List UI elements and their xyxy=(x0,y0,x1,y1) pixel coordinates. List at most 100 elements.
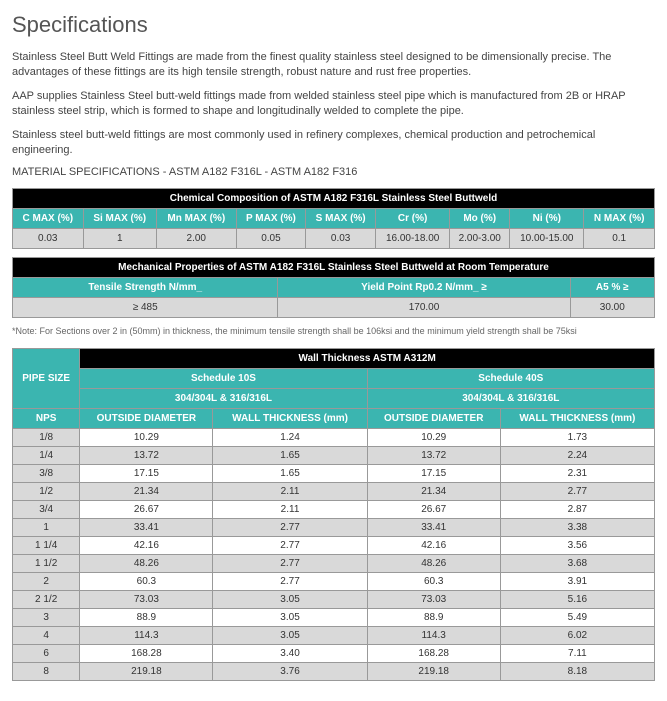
wall-cell: 2.87 xyxy=(500,501,654,519)
wall-cell: 88.9 xyxy=(80,609,213,627)
wall-cell: 3.76 xyxy=(213,663,367,681)
wall-cell: 7.11 xyxy=(500,645,654,663)
wall-cell: 2.11 xyxy=(213,501,367,519)
chem-col-header: N MAX (%) xyxy=(584,209,655,229)
wall-cell: 2.77 xyxy=(213,555,367,573)
chem-col-header: S MAX (%) xyxy=(306,209,376,229)
chem-cell: 0.1 xyxy=(584,229,655,249)
wall-cell: 114.3 xyxy=(367,627,500,645)
table-row: 2 1/273.033.0573.035.16 xyxy=(13,591,655,609)
wall-cell: 48.26 xyxy=(80,555,213,573)
wall-cell: 2.77 xyxy=(500,483,654,501)
chem-col-header: C MAX (%) xyxy=(13,209,84,229)
wall-cell: 3.68 xyxy=(500,555,654,573)
table-row: 260.32.7760.33.91 xyxy=(13,573,655,591)
chem-col-header: Ni (%) xyxy=(510,209,584,229)
wall-cell: 13.72 xyxy=(80,447,213,465)
wall-cell: 21.34 xyxy=(367,483,500,501)
nps-cell: 2 1/2 xyxy=(13,591,80,609)
wt-40s-header: WALL THICKNESS (mm) xyxy=(500,409,654,429)
wall-cell: 219.18 xyxy=(367,663,500,681)
wall-cell: 26.67 xyxy=(367,501,500,519)
chem-cell: 2.00-3.00 xyxy=(450,229,510,249)
nps-cell: 2 xyxy=(13,573,80,591)
chem-cell: 0.03 xyxy=(306,229,376,249)
mech-cell: ≥ 485 xyxy=(13,298,278,318)
table-row: 1 1/248.262.7748.263.68 xyxy=(13,555,655,573)
table-row: 388.93.0588.95.49 xyxy=(13,609,655,627)
wall-cell: 1.73 xyxy=(500,429,654,447)
mech-col-header: Tensile Strength N/mm_ xyxy=(13,278,278,298)
wall-cell: 33.41 xyxy=(80,519,213,537)
intro-para-3: Stainless steel butt-weld fittings are m… xyxy=(12,128,655,159)
sched-40s: Schedule 40S xyxy=(367,369,654,389)
wall-cell: 1.65 xyxy=(213,447,367,465)
wall-cell: 2.77 xyxy=(213,573,367,591)
sched-10s: Schedule 10S xyxy=(80,369,367,389)
wall-cell: 13.72 xyxy=(367,447,500,465)
wall-cell: 3.05 xyxy=(213,609,367,627)
wall-cell: 114.3 xyxy=(80,627,213,645)
wall-cell: 6.02 xyxy=(500,627,654,645)
table-row: 1 1/442.162.7742.163.56 xyxy=(13,537,655,555)
mech-cell: 170.00 xyxy=(278,298,570,318)
table-row: 1/810.291.2410.291.73 xyxy=(13,429,655,447)
chemical-composition-table: Chemical Composition of ASTM A182 F316L … xyxy=(12,188,655,249)
wall-cell: 73.03 xyxy=(367,591,500,609)
wt-10s-header: WALL THICKNESS (mm) xyxy=(213,409,367,429)
table-row: 6168.283.40168.287.11 xyxy=(13,645,655,663)
table-row: 3/817.151.6517.152.31 xyxy=(13,465,655,483)
chem-col-header: Si MAX (%) xyxy=(83,209,156,229)
intro-para-1: Stainless Steel Butt Weld Fittings are m… xyxy=(12,50,655,81)
intro-para-2: AAP supplies Stainless Steel butt-weld f… xyxy=(12,89,655,120)
chem-cell: 2.00 xyxy=(156,229,236,249)
mech-col-header: Yield Point Rp0.2 N/mm_ ≥ xyxy=(278,278,570,298)
wall-cell: 10.29 xyxy=(367,429,500,447)
wall-cell: 42.16 xyxy=(80,537,213,555)
nps-cell: 8 xyxy=(13,663,80,681)
nps-cell: 3 xyxy=(13,609,80,627)
mechanical-properties-table: Mechanical Properties of ASTM A182 F316L… xyxy=(12,257,655,318)
mat-10s: 304/304L & 316/316L xyxy=(80,389,367,409)
chem-col-header: Mn MAX (%) xyxy=(156,209,236,229)
wall-cell: 60.3 xyxy=(367,573,500,591)
nps-cell: 1/4 xyxy=(13,447,80,465)
nps-cell: 4 xyxy=(13,627,80,645)
wall-cell: 17.15 xyxy=(80,465,213,483)
wall-cell: 2.77 xyxy=(213,519,367,537)
nps-cell: 1 1/4 xyxy=(13,537,80,555)
chem-cell: 10.00-15.00 xyxy=(510,229,584,249)
wall-cell: 1.65 xyxy=(213,465,367,483)
wall-cell: 5.16 xyxy=(500,591,654,609)
wall-cell: 2.11 xyxy=(213,483,367,501)
chem-cell: 16.00-18.00 xyxy=(376,229,450,249)
wall-cell: 33.41 xyxy=(367,519,500,537)
mech-cell: 30.00 xyxy=(570,298,654,318)
page-title: Specifications xyxy=(12,12,655,38)
od-10s-header: OUTSIDE DIAMETER xyxy=(80,409,213,429)
nps-cell: 1/2 xyxy=(13,483,80,501)
table-row: 1/221.342.1121.342.77 xyxy=(13,483,655,501)
wall-cell: 42.16 xyxy=(367,537,500,555)
chem-cell: 0.03 xyxy=(13,229,84,249)
wall-cell: 2.24 xyxy=(500,447,654,465)
wall-cell: 3.40 xyxy=(213,645,367,663)
chem-cell: 1 xyxy=(83,229,156,249)
nps-cell: 1/8 xyxy=(13,429,80,447)
wall-cell: 3.05 xyxy=(213,591,367,609)
table-row: 1/413.721.6513.722.24 xyxy=(13,447,655,465)
wall-cell: 48.26 xyxy=(367,555,500,573)
wall-cell: 3.91 xyxy=(500,573,654,591)
table-row: 4114.33.05114.36.02 xyxy=(13,627,655,645)
mech-col-header: A5 % ≥ xyxy=(570,278,654,298)
wall-cell: 2.31 xyxy=(500,465,654,483)
chem-cell: 0.05 xyxy=(236,229,306,249)
wall-cell: 88.9 xyxy=(367,609,500,627)
wall-cell: 21.34 xyxy=(80,483,213,501)
chem-col-header: Cr (%) xyxy=(376,209,450,229)
wall-cell: 8.18 xyxy=(500,663,654,681)
wall-cell: 73.03 xyxy=(80,591,213,609)
material-spec-line: MATERIAL SPECIFICATIONS - ASTM A182 F316… xyxy=(12,166,655,178)
wall-cell: 17.15 xyxy=(367,465,500,483)
nps-cell: 6 xyxy=(13,645,80,663)
